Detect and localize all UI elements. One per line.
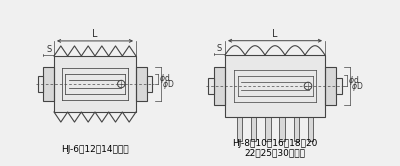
Text: S: S xyxy=(46,45,51,54)
Text: $\phi$d: $\phi$d xyxy=(159,72,170,85)
Text: L: L xyxy=(272,29,278,39)
Bar xyxy=(43,67,54,101)
Bar xyxy=(308,117,314,141)
Bar xyxy=(136,67,147,101)
Bar xyxy=(208,78,214,94)
Text: S: S xyxy=(217,44,222,53)
Bar xyxy=(265,117,270,141)
Bar xyxy=(336,78,342,94)
Bar xyxy=(147,76,152,92)
Bar xyxy=(280,117,285,141)
Text: $\phi$d: $\phi$d xyxy=(348,74,359,87)
Text: 22・25・30ブーツ: 22・25・30ブーツ xyxy=(244,149,306,158)
Text: HJ-6・12・14ブーツ: HJ-6・12・14ブーツ xyxy=(61,144,129,154)
Bar xyxy=(38,76,43,92)
Text: HJ-8・10・16・18・20: HJ-8・10・16・18・20 xyxy=(232,139,318,149)
Text: L: L xyxy=(92,29,98,39)
Bar xyxy=(325,67,336,105)
Bar xyxy=(214,67,225,105)
Bar xyxy=(225,55,325,117)
Bar xyxy=(225,55,325,117)
Bar xyxy=(54,56,136,112)
Bar xyxy=(54,56,136,112)
Bar xyxy=(236,117,242,141)
Bar xyxy=(294,117,299,141)
Text: $\phi$D: $\phi$D xyxy=(162,78,174,90)
Text: $\phi$D: $\phi$D xyxy=(351,80,364,92)
Bar xyxy=(251,117,256,141)
